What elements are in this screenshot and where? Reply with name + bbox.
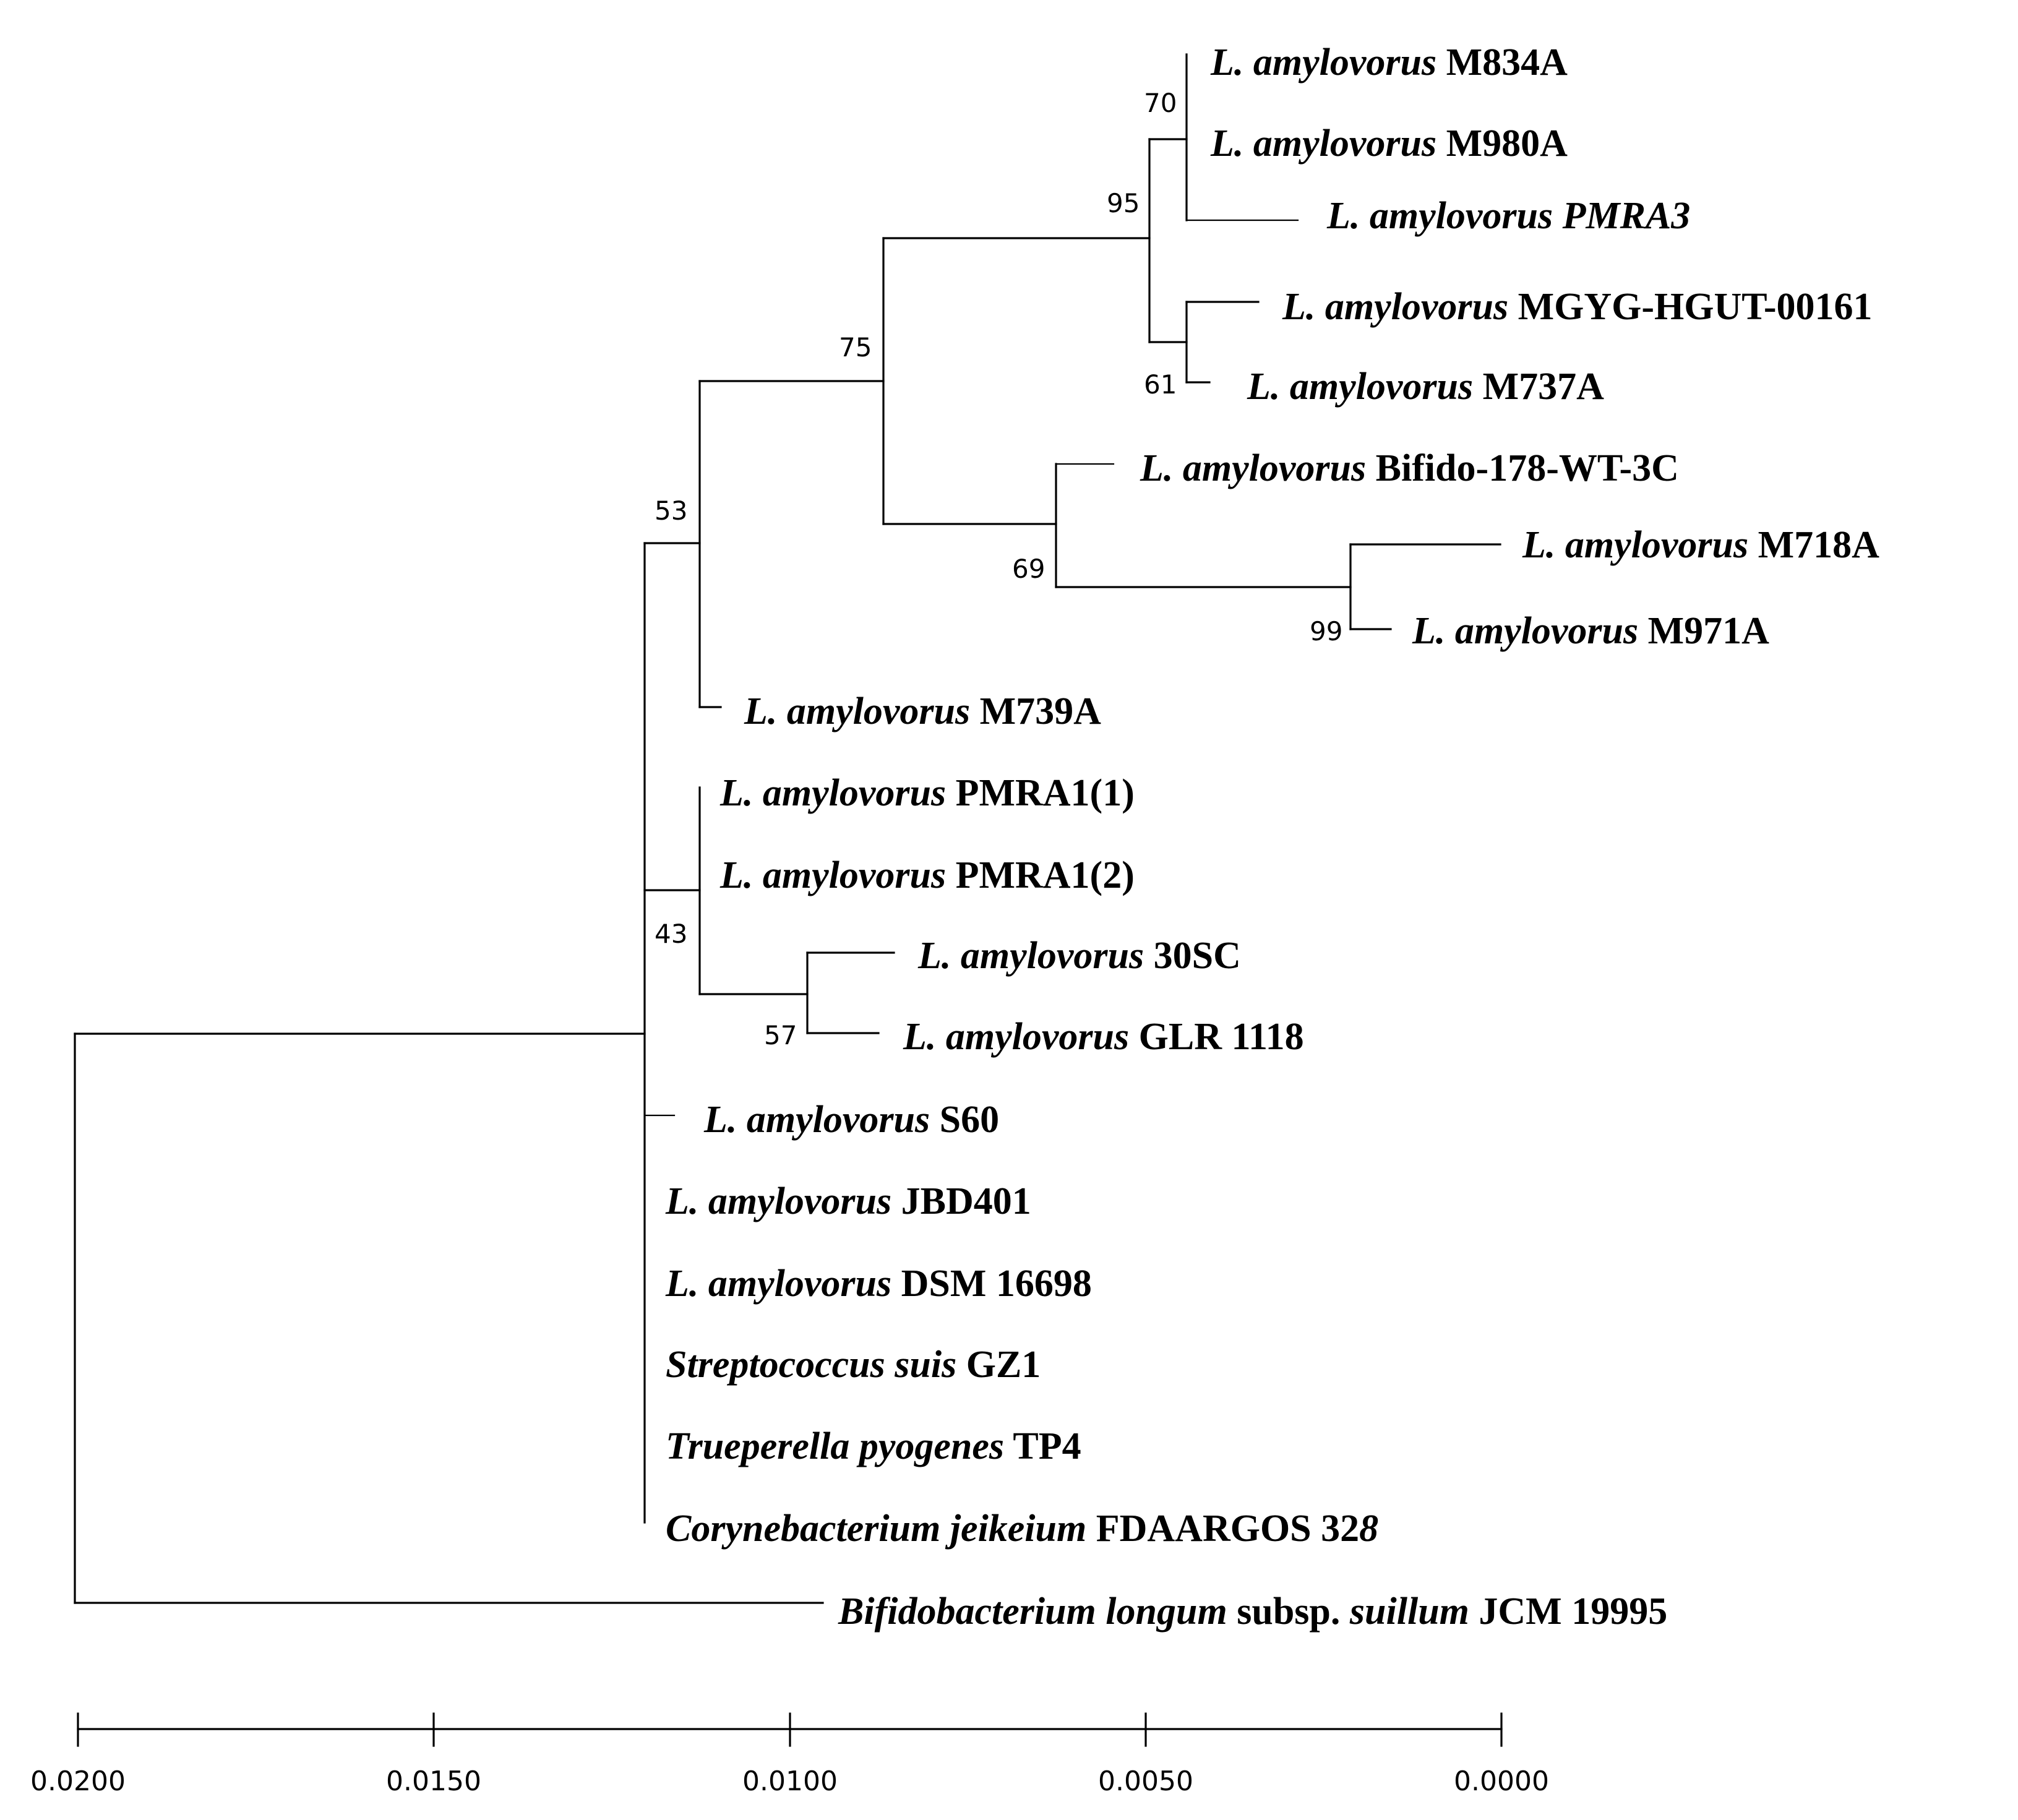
taxon-name-italic: L. amylovorus	[744, 690, 970, 732]
taxon-strain: DSM 16698	[891, 1263, 1092, 1305]
scale-tick-label: 0.0100	[742, 1766, 838, 1797]
taxon-strain: JBD401	[891, 1180, 1031, 1222]
taxon-name-italic: L. amylovorus	[703, 1099, 930, 1141]
bootstrap-value: 70	[1144, 88, 1177, 118]
taxon-strain: M737A	[1473, 366, 1604, 408]
leaf-label: L. amylovorus M980A	[1210, 122, 1568, 165]
taxon-name-italic: L. amylovorus	[719, 772, 946, 814]
taxon-strain: M718A	[1748, 524, 1879, 566]
taxon-name-italic: Corynebacterium jeikeium	[666, 1508, 1086, 1550]
bootstrap-value: 69	[1012, 554, 1045, 584]
taxon-strain: Bifido-178-WT-3C	[1366, 447, 1679, 489]
taxon-name-italic: L. amylovorus	[1282, 286, 1508, 328]
taxon-name-italic: 8	[1359, 1508, 1378, 1550]
leaf-label: L. amylovorus 30SC	[917, 935, 1241, 977]
taxon-name-italic: Streptococcus suis	[666, 1344, 956, 1386]
leaf-label: L. amylovorus M834A	[1210, 41, 1568, 84]
bootstrap-value: 95	[1107, 188, 1140, 218]
taxon-strain: PMRA1(2)	[946, 854, 1135, 896]
leaf-label: L. amylovorus MGYG-HGUT-00161	[1282, 286, 1873, 328]
leaf-label: L. amylovorus JBD401	[665, 1180, 1031, 1222]
bootstrap-value: 75	[839, 332, 872, 363]
taxon-strain: GLR 1118	[1129, 1016, 1304, 1058]
bootstrap-value: 53	[655, 496, 687, 526]
leaf-label: Corynebacterium jeikeium FDAARGOS 328	[666, 1508, 1378, 1550]
taxon-name-italic: L. amylovorus	[1522, 524, 1748, 566]
leaf-label: L. amylovorus PMRA1(2)	[719, 854, 1135, 896]
taxon-strain: PMRA1(1)	[946, 772, 1135, 814]
taxon-strain: GZ1	[956, 1344, 1041, 1386]
leaf-label: L. amylovorus DSM 16698	[665, 1263, 1092, 1305]
scale-tick-label: 0.0050	[1098, 1766, 1193, 1797]
taxon-name-italic: L. amylovorus	[665, 1263, 891, 1305]
taxon-name-italic: L. amylovorus	[917, 935, 1144, 977]
taxon-name-italic: L. amylovorus PMRA3	[1326, 195, 1690, 237]
scale-bar: 0.0200 0.0150 0.0100 0.0050 0.0000	[30, 1712, 1549, 1797]
taxon-name-italic: L. amylovorus	[1140, 447, 1366, 489]
taxon-name-italic: L. amylovorus	[1210, 41, 1436, 84]
leaf-label: Trueperella pyogenes TP4	[666, 1425, 1081, 1467]
taxon-name-italic: L. amylovorus	[1210, 122, 1436, 165]
taxon-name-italic: L. amylovorus	[665, 1180, 891, 1222]
taxon-strain: subsp.	[1227, 1590, 1350, 1633]
taxon-name-italic: L. amylovorus	[903, 1016, 1129, 1058]
leaf-label: Streptococcus suis GZ1	[666, 1344, 1041, 1386]
leaf-label: L. amylovorus M718A	[1522, 524, 1879, 566]
taxon-name-italic: suillum	[1349, 1590, 1469, 1633]
bootstrap-value: 57	[764, 1020, 797, 1050]
taxon-strain: MGYG-HGUT-00161	[1508, 286, 1872, 328]
taxon-name-italic: Bifidobacterium longum	[838, 1590, 1227, 1633]
bootstrap-value: 61	[1144, 369, 1177, 400]
taxon-strain: M971A	[1638, 610, 1769, 652]
taxon-name-italic: Trueperella pyogenes	[666, 1425, 1004, 1467]
taxon-strain: 30SC	[1144, 935, 1241, 977]
scale-tick-label: 0.0150	[386, 1766, 481, 1797]
taxon-name-italic: L. amylovorus	[719, 854, 946, 896]
leaf-label: L. amylovorus M737A	[1247, 366, 1604, 408]
taxon-strain: M834A	[1436, 41, 1568, 84]
leaf-label: L. amylovorus M971A	[1412, 610, 1769, 652]
taxon-name-italic: L. amylovorus	[1247, 366, 1473, 408]
leaf-label: L. amylovorus S60	[703, 1099, 999, 1141]
taxon-strain: JCM 19995	[1469, 1590, 1667, 1633]
taxon-strain: TP4	[1004, 1425, 1081, 1467]
taxon-strain: FDAARGOS 32	[1086, 1508, 1359, 1550]
leaf-label: L. amylovorus Bifido-178-WT-3C	[1140, 447, 1679, 489]
taxon-name-italic: L. amylovorus	[1412, 610, 1638, 652]
leaf-label: Bifidobacterium longum subsp. suillum JC…	[838, 1590, 1667, 1633]
bootstrap-value: 99	[1310, 616, 1342, 646]
leaf-label: L. amylovorus PMRA3	[1326, 195, 1690, 237]
leaf-label: L. amylovorus GLR 1118	[903, 1016, 1304, 1058]
taxon-strain: S60	[930, 1099, 999, 1141]
scale-tick-label: 0.0000	[1454, 1766, 1549, 1797]
scale-tick-label: 0.0200	[30, 1766, 126, 1797]
taxon-strain: M739A	[970, 690, 1101, 732]
leaf-label: L. amylovorus M739A	[744, 690, 1101, 732]
leaf-label: L. amylovorus PMRA1(1)	[719, 772, 1135, 814]
taxon-strain: M980A	[1436, 122, 1568, 165]
bootstrap-value: 43	[655, 919, 687, 949]
